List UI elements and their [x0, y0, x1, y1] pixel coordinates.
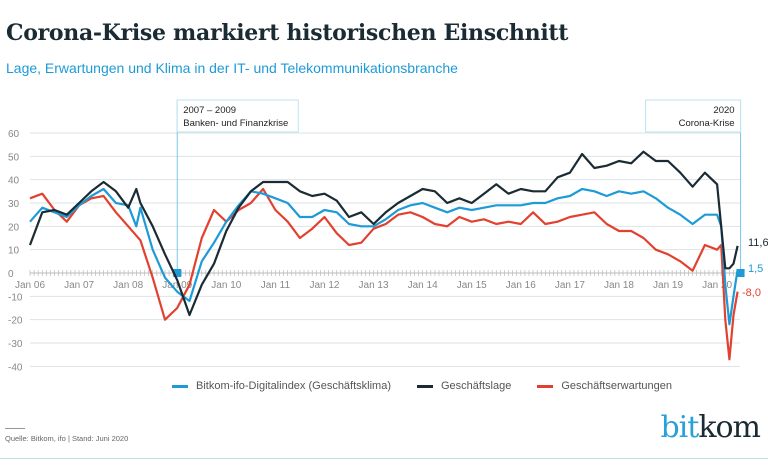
- x-tick-label: Jan 09: [162, 280, 192, 291]
- legend-swatch: [417, 384, 433, 388]
- y-tick-label: 30: [8, 199, 20, 210]
- legend-label: Bitkom-ifo-Digitalindex (Geschäftsklima): [196, 380, 391, 392]
- annotation-label: Banken- und Finanzkrise: [183, 118, 288, 129]
- logo-part: bit: [660, 410, 699, 445]
- source-divider: [5, 428, 25, 429]
- end-value-label: 11,6: [748, 237, 768, 249]
- legend-swatch: [537, 384, 554, 388]
- legend-label: Geschäftslage: [441, 380, 512, 392]
- end-value-label: -8,0: [742, 287, 761, 299]
- logo-part: kom: [698, 410, 761, 445]
- chart-subtitle: Lage, Erwartungen und Klima in der IT- u…: [6, 60, 458, 76]
- series-line-1: [28, 150, 739, 317]
- annotation-period: 2007 – 2009: [183, 105, 236, 116]
- x-tick-label: Jan 16: [506, 280, 536, 291]
- annotation-label: Corona-Krise: [679, 118, 735, 129]
- x-tick-label: Jan 10: [211, 280, 241, 291]
- x-tick-label: Jan 08: [113, 280, 143, 291]
- legend-item-geschaeftslage: Geschäftslage: [417, 380, 511, 392]
- series-line-2: [29, 187, 739, 361]
- bitkom-logo: bitkom: [660, 410, 761, 445]
- y-tick-label: -30: [8, 339, 23, 350]
- y-tick-label: -20: [8, 316, 23, 327]
- legend: Bitkom-ifo-Digitalindex (Geschäftsklima)…: [172, 380, 672, 392]
- y-tick-label: 0: [8, 269, 14, 280]
- legend-item-digitalindex: Bitkom-ifo-Digitalindex (Geschäftsklima): [172, 380, 391, 392]
- y-tick-label: -10: [8, 292, 23, 303]
- legend-label: Geschäftserwartungen: [561, 380, 672, 392]
- y-tick-label: 20: [8, 222, 20, 233]
- y-tick-label: 10: [8, 246, 20, 257]
- source-note: Quelle: Bitkom, ifo | Stand: Juni 2020: [5, 434, 129, 443]
- x-tick-label: Jan 15: [457, 280, 487, 291]
- x-tick-label: Jan 13: [359, 280, 389, 291]
- y-tick-label: 60: [8, 129, 20, 140]
- legend-item-geschaeftserwartungen: Geschäftserwartungen: [537, 380, 672, 392]
- y-tick-label: -40: [8, 362, 23, 373]
- annotation-marker: [736, 269, 745, 277]
- x-tick-label: Jan 20: [702, 280, 732, 291]
- annotation-period: 2020: [713, 105, 734, 116]
- chart-title: Corona-Krise markiert historischen Einsc…: [6, 20, 569, 46]
- bottom-divider: [0, 458, 768, 459]
- x-tick-label: Jan 06: [15, 280, 45, 291]
- x-tick-label: Jan 11: [261, 280, 291, 291]
- x-tick-label: Jan 07: [64, 280, 94, 291]
- x-tick-label: Jan 19: [653, 280, 683, 291]
- y-tick-label: 50: [8, 152, 20, 163]
- series-line-0: [29, 187, 739, 326]
- annotation-box: [645, 99, 742, 133]
- legend-swatch: [172, 384, 188, 388]
- annotation-marker: [173, 269, 182, 277]
- annotation-box: [176, 99, 299, 133]
- x-tick-label: Jan 17: [555, 280, 585, 291]
- x-tick-label: Jan 14: [408, 280, 438, 291]
- y-tick-label: 40: [8, 176, 20, 187]
- x-tick-label: Jan 12: [309, 280, 339, 291]
- x-tick-label: Jan 18: [604, 280, 634, 291]
- end-value-label: 1,5: [748, 263, 763, 275]
